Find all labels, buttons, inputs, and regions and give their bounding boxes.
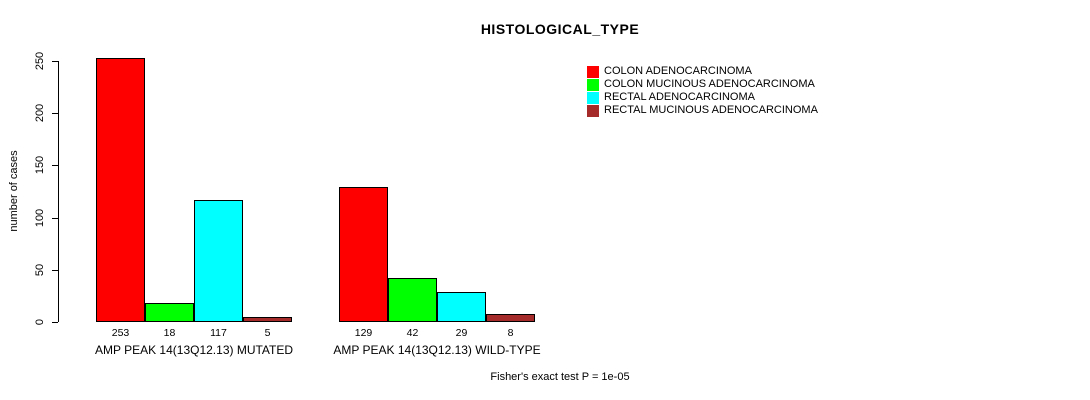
y-tick-label: 50 bbox=[34, 263, 46, 276]
y-tick-mark bbox=[52, 322, 58, 323]
group-label: AMP PEAK 14(13Q12.13) WILD-TYPE bbox=[333, 343, 541, 357]
bar bbox=[388, 278, 437, 322]
y-tick-mark bbox=[52, 165, 58, 166]
legend-swatch bbox=[587, 91, 599, 104]
bar bbox=[486, 314, 535, 322]
bar-value-label: 5 bbox=[264, 327, 271, 339]
chart-title: HISTOLOGICAL_TYPE bbox=[480, 21, 640, 37]
bar-value-label: 18 bbox=[163, 327, 176, 339]
y-tick-label: 250 bbox=[34, 51, 46, 71]
legend-swatch bbox=[587, 65, 599, 78]
y-tick-label: 0 bbox=[34, 318, 46, 326]
bar-value-label: 117 bbox=[210, 327, 227, 339]
bar-value-label: 8 bbox=[507, 327, 514, 339]
bar-value-label: 253 bbox=[111, 327, 130, 339]
bar-value-label: 42 bbox=[406, 327, 419, 339]
legend-swatch bbox=[587, 78, 599, 91]
legend-label: RECTAL ADENOCARCINOMA bbox=[604, 91, 755, 103]
legend-item: RECTAL ADENOCARCINOMA bbox=[587, 91, 818, 104]
group-label: AMP PEAK 14(13Q12.13) MUTATED bbox=[94, 343, 294, 357]
y-tick-label: 150 bbox=[34, 156, 46, 175]
y-tick-label: 200 bbox=[34, 104, 46, 123]
y-axis-line bbox=[58, 61, 59, 322]
bar bbox=[194, 200, 243, 322]
legend-item: COLON MUCINOUS ADENOCARCINOMA bbox=[587, 78, 818, 91]
y-tick-mark bbox=[52, 218, 58, 219]
legend: COLON ADENOCARCINOMA COLON MUCINOUS ADENO… bbox=[587, 65, 818, 117]
legend-label: RECTAL MUCINOUS ADENOCARCINOMA bbox=[604, 104, 818, 116]
bar bbox=[243, 317, 292, 322]
bar-value-label: 129 bbox=[354, 327, 373, 339]
legend-label: COLON MUCINOUS ADENOCARCINOMA bbox=[604, 78, 815, 90]
y-axis-title: number of cases bbox=[8, 150, 20, 232]
legend-swatch bbox=[587, 104, 599, 117]
bar bbox=[339, 187, 388, 322]
annotation-text: Fisher's exact test P = 1e-05 bbox=[490, 371, 630, 383]
y-tick-label: 100 bbox=[34, 208, 46, 227]
bar bbox=[437, 292, 486, 322]
bar bbox=[96, 58, 145, 322]
y-tick-mark bbox=[52, 270, 58, 271]
y-tick-mark bbox=[52, 61, 58, 62]
legend-item: RECTAL MUCINOUS ADENOCARCINOMA bbox=[587, 104, 818, 117]
bar-value-label: 29 bbox=[455, 327, 468, 339]
legend-label: COLON ADENOCARCINOMA bbox=[604, 65, 752, 77]
bar bbox=[145, 303, 194, 322]
y-tick-mark bbox=[52, 113, 58, 114]
legend-item: COLON ADENOCARCINOMA bbox=[587, 65, 818, 78]
